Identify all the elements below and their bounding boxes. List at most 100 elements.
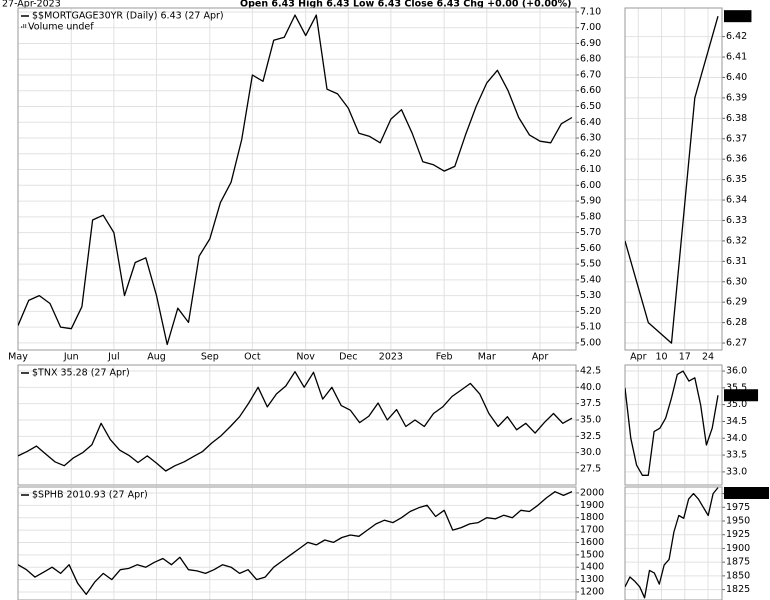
panel-frame (624, 7, 723, 351)
y-tick-label: 5.00 (580, 337, 601, 348)
y-tick-label: 5.20 (580, 306, 601, 317)
panel-frame (624, 364, 723, 486)
y-tick-label: 5.40 (580, 274, 601, 285)
x-tick-label: Apr (532, 352, 549, 363)
volume-icon (25, 24, 27, 28)
y-tick-label: 6.38 (726, 113, 747, 124)
y-tick-label: 35.0 (580, 415, 601, 426)
y-tick-label: 6.41 (726, 52, 747, 63)
y-tick-label: 33.0 (726, 466, 747, 477)
y-tick-label: 6.28 (726, 317, 747, 328)
y-tick-label: 6.80 (580, 54, 601, 65)
price-line (18, 371, 573, 472)
panel-frame (17, 486, 577, 600)
legend-label: $$MORTGAGE30YR (Daily) 6.43 (27 Apr) (32, 11, 224, 22)
y-tick-label: 6.60 (580, 85, 601, 96)
price-line (18, 14, 573, 346)
y-tick-label: 7.10 (580, 6, 601, 17)
y-tick-label: 33.5 (726, 450, 747, 461)
panel-frame (624, 486, 723, 600)
y-tick-label: 37.5 (580, 398, 601, 409)
y-tick-label: 6.27 (726, 338, 747, 349)
y-tick-label: 5.30 (580, 290, 601, 301)
last-value-label: 2010.93 (726, 488, 769, 499)
y-tick-label: 1875 (726, 557, 750, 568)
x-tick-label: 2023 (379, 352, 403, 363)
y-tick-label: 5.70 (580, 227, 601, 238)
y-tick-label: 6.30 (726, 276, 747, 287)
x-tick-label: Apr (630, 352, 647, 363)
y-tick-label: 5.10 (580, 322, 601, 333)
x-tick-label: 24 (702, 352, 714, 363)
last-value-box (724, 10, 752, 23)
y-tick-label: 6.39 (726, 92, 747, 103)
y-tick-label: 6.29 (726, 297, 747, 308)
y-tick-label: 5.50 (580, 259, 601, 270)
y-tick-label: 1800 (580, 512, 604, 523)
volume-icon (21, 26, 23, 28)
y-tick-label: 32.5 (580, 431, 601, 442)
panel-frame (17, 7, 577, 351)
y-tick-label: 1400 (580, 562, 604, 573)
x-tick-label: 10 (655, 352, 667, 363)
last-value-label: 35.28 (726, 390, 756, 401)
y-tick-label: 40.0 (580, 382, 601, 393)
y-tick-label: 6.90 (580, 38, 601, 49)
y-tick-label: 30.0 (580, 447, 601, 458)
y-tick-label: 6.35 (726, 174, 747, 185)
y-tick-label: 6.31 (726, 256, 747, 267)
quote-summary: Open 6.43 High 6.43 Low 6.43 Close 6.43 … (240, 0, 571, 10)
y-tick-label: 1700 (580, 525, 604, 536)
y-tick-label: 1900 (580, 500, 604, 511)
price-line (625, 370, 719, 476)
x-tick-label: Dec (339, 352, 357, 363)
y-tick-label: 6.20 (580, 148, 601, 159)
x-tick-label: Aug (147, 352, 166, 363)
y-tick-label: 42.5 (580, 366, 601, 377)
y-tick-label: 6.00 (580, 180, 601, 191)
x-tick-label: Jun (63, 352, 79, 363)
x-tick-label: May (8, 352, 28, 363)
y-tick-label: 6.32 (726, 235, 747, 246)
y-tick-label: 6.10 (580, 164, 601, 175)
price-line (625, 487, 719, 599)
y-tick-label: 1950 (726, 516, 750, 527)
y-tick-label: 5.90 (580, 196, 601, 207)
x-tick-label: Sep (201, 352, 219, 363)
y-tick-label: 1200 (580, 586, 604, 597)
y-tick-label: 36.0 (726, 366, 747, 377)
y-tick-label: 34.0 (726, 433, 747, 444)
y-tick-label: 34.5 (726, 416, 747, 427)
y-tick-label: 27.5 (580, 463, 601, 474)
y-tick-label: 6.50 (580, 101, 601, 112)
y-tick-label: 6.70 (580, 69, 601, 80)
y-tick-label: 2000 (580, 487, 604, 498)
y-tick-label: 35.0 (726, 399, 747, 410)
y-tick-label: 6.34 (726, 195, 747, 206)
x-tick-label: 17 (679, 352, 691, 363)
y-tick-label: 6.37 (726, 133, 747, 144)
y-tick-label: 5.60 (580, 243, 601, 254)
price-line (18, 491, 573, 596)
y-tick-label: 1925 (726, 529, 750, 540)
chart-date: 27-Apr-2023 (2, 0, 61, 10)
last-value-box (724, 487, 769, 499)
x-tick-label: Oct (244, 352, 261, 363)
y-tick-label: 35.5 (726, 382, 747, 393)
note-label: Volume undef (28, 22, 94, 33)
x-tick-label: Jul (107, 352, 119, 363)
y-tick-label: 5.80 (580, 211, 601, 222)
y-tick-label: 1500 (580, 549, 604, 560)
y-tick-label: 1825 (726, 584, 750, 595)
x-tick-label: Nov (296, 352, 315, 363)
y-tick-label: 6.30 (580, 133, 601, 144)
y-tick-label: 1975 (726, 502, 750, 513)
legend-label: $SPHB 2010.93 (27 Apr) (32, 490, 148, 501)
y-tick-label: 6.33 (726, 215, 747, 226)
last-value-box (724, 389, 759, 402)
y-tick-label: 6.36 (726, 154, 747, 165)
price-line (625, 16, 719, 344)
y-tick-label: 1300 (580, 574, 604, 585)
y-tick-label: 1900 (726, 543, 750, 554)
